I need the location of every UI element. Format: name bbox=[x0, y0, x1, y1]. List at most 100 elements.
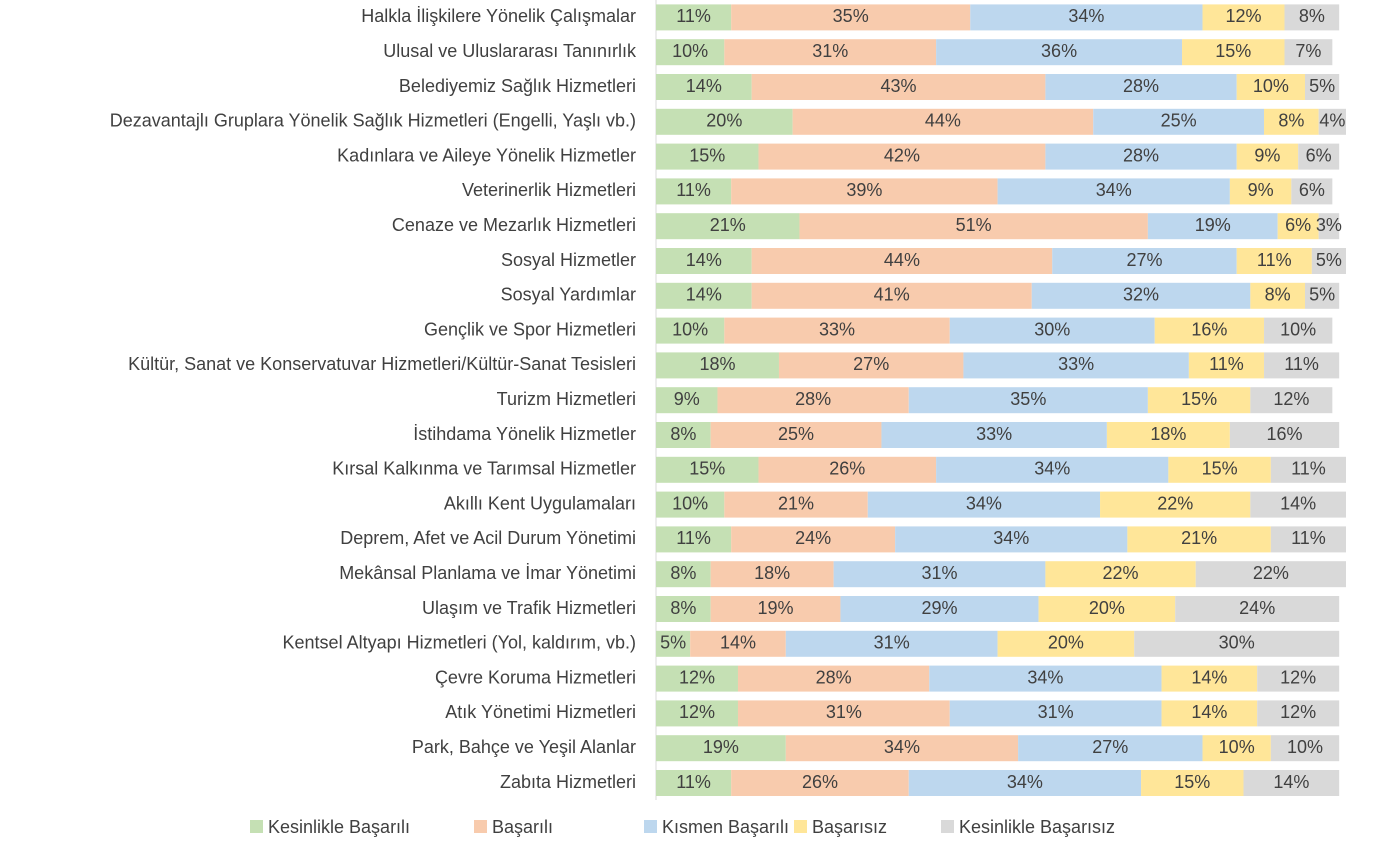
data-label: 11% bbox=[676, 528, 711, 548]
bar-segment bbox=[737, 665, 930, 692]
bar-segment bbox=[1147, 213, 1278, 240]
bar-segment bbox=[1038, 596, 1176, 622]
data-label: 41% bbox=[874, 285, 910, 305]
data-label: 21% bbox=[710, 215, 746, 235]
data-label: 10% bbox=[672, 319, 708, 339]
bar-segment bbox=[656, 491, 725, 518]
data-label: 8% bbox=[1265, 285, 1291, 305]
data-label: 10% bbox=[1280, 319, 1316, 339]
bar-segment bbox=[724, 491, 868, 518]
bar-segment bbox=[1202, 735, 1271, 762]
y-tick-label: Kentsel Altyapı Hizmetleri (Yol, kaldırı… bbox=[283, 633, 636, 653]
y-tick-label: Deprem, Afet ve Acil Durum Yönetimi bbox=[340, 528, 636, 548]
data-label: 11% bbox=[676, 772, 711, 792]
y-tick-label: Ulaşım ve Trafik Hizmetleri bbox=[422, 598, 636, 618]
y-tick-label: Çevre Koruma Hizmetleri bbox=[435, 667, 636, 687]
data-label: 18% bbox=[754, 563, 790, 583]
data-label: 20% bbox=[1048, 633, 1084, 653]
data-label: 31% bbox=[826, 702, 862, 722]
data-label: 12% bbox=[679, 702, 715, 722]
bar-segment bbox=[799, 213, 1148, 240]
bar-segment bbox=[656, 143, 759, 170]
bar-segment bbox=[656, 387, 718, 414]
bar-segment bbox=[717, 387, 909, 414]
y-tick-label: Park, Bahçe ve Yeşil Alanlar bbox=[412, 737, 636, 757]
data-label: 25% bbox=[778, 424, 814, 444]
data-label: 34% bbox=[1027, 667, 1063, 687]
y-tick-label: Kadınlara ve Aileye Yönelik Hizmetler bbox=[337, 145, 636, 165]
data-label: 12% bbox=[1226, 6, 1262, 26]
data-label: 27% bbox=[1092, 737, 1128, 757]
data-label: 16% bbox=[1266, 424, 1302, 444]
data-label: 15% bbox=[1181, 389, 1217, 409]
data-label: 8% bbox=[670, 598, 696, 618]
data-label: 14% bbox=[1273, 772, 1309, 792]
bar-segment bbox=[1236, 74, 1306, 100]
bar-segment bbox=[690, 630, 786, 657]
data-label: 11% bbox=[1284, 354, 1319, 374]
data-label: 31% bbox=[812, 41, 848, 61]
bar-segment bbox=[929, 665, 1162, 692]
bar-segment bbox=[1250, 282, 1306, 309]
bar-segment bbox=[1195, 561, 1346, 588]
data-label: 44% bbox=[884, 250, 920, 270]
bar-segment bbox=[751, 74, 1046, 100]
data-label: 18% bbox=[1150, 424, 1186, 444]
bar-segment bbox=[724, 317, 950, 344]
bar-segment bbox=[785, 630, 998, 657]
bar-segment bbox=[656, 352, 779, 379]
bar-segment bbox=[758, 456, 937, 483]
y-tick-label: Kırsal Kalkınma ve Tarımsal Hizmetler bbox=[332, 459, 636, 479]
data-label: 31% bbox=[1038, 702, 1074, 722]
data-label: 14% bbox=[1191, 667, 1227, 687]
data-label: 36% bbox=[1041, 41, 1077, 61]
bar-segment bbox=[881, 422, 1107, 448]
data-label: 30% bbox=[1219, 633, 1255, 653]
y-tick-label: Sosyal Yardımlar bbox=[501, 285, 636, 305]
bar-segment bbox=[1045, 143, 1237, 170]
bar-segment bbox=[656, 596, 711, 622]
y-tick-label: Belediyemiz Sağlık Hizmetleri bbox=[399, 76, 636, 96]
bar-segment bbox=[1045, 74, 1237, 100]
data-label: 6% bbox=[1299, 180, 1325, 200]
bar-segment bbox=[970, 4, 1203, 31]
bar-segment bbox=[949, 317, 1155, 344]
data-label: 3% bbox=[1316, 215, 1342, 235]
bar-segment bbox=[1318, 108, 1346, 135]
legend-label: Başarısız bbox=[812, 817, 887, 837]
bar-segment bbox=[731, 178, 998, 205]
bar-segment bbox=[656, 248, 752, 274]
bar-segment bbox=[1243, 770, 1340, 796]
bar-segment bbox=[936, 456, 1169, 483]
data-label: 10% bbox=[1253, 76, 1289, 96]
bar-segment bbox=[656, 665, 738, 692]
legend-label: Kesinlikle Başarılı bbox=[268, 817, 410, 837]
bar-segment bbox=[1284, 39, 1333, 66]
data-label: 34% bbox=[1096, 180, 1132, 200]
y-tick-label: Mekânsal Planlama ve İmar Yönetimi bbox=[339, 563, 636, 583]
data-label: 15% bbox=[1215, 41, 1251, 61]
data-label: 5% bbox=[1316, 250, 1342, 270]
data-label: 12% bbox=[1280, 702, 1316, 722]
data-label: 21% bbox=[1181, 528, 1217, 548]
y-tick-label: Gençlik ve Spor Hizmetleri bbox=[424, 319, 636, 339]
data-label: 20% bbox=[706, 111, 742, 131]
bar-segment bbox=[656, 108, 793, 135]
legend-label: Kısmen Başarılı bbox=[662, 817, 789, 837]
bar-segment bbox=[1045, 561, 1196, 588]
bar-segment bbox=[656, 770, 732, 796]
data-label: 44% bbox=[925, 111, 961, 131]
data-label: 31% bbox=[874, 633, 910, 653]
data-label: 11% bbox=[1291, 528, 1326, 548]
data-label: 34% bbox=[1034, 459, 1070, 479]
data-label: 30% bbox=[1034, 319, 1070, 339]
bar-segment bbox=[792, 108, 1094, 135]
bar-segment bbox=[1018, 735, 1203, 762]
data-label: 34% bbox=[884, 737, 920, 757]
bar-segment bbox=[936, 39, 1183, 66]
bar-segment bbox=[908, 770, 1142, 796]
data-label: 32% bbox=[1123, 285, 1159, 305]
data-label: 14% bbox=[1280, 493, 1316, 513]
data-label: 12% bbox=[679, 667, 715, 687]
bar-segment bbox=[656, 74, 752, 100]
